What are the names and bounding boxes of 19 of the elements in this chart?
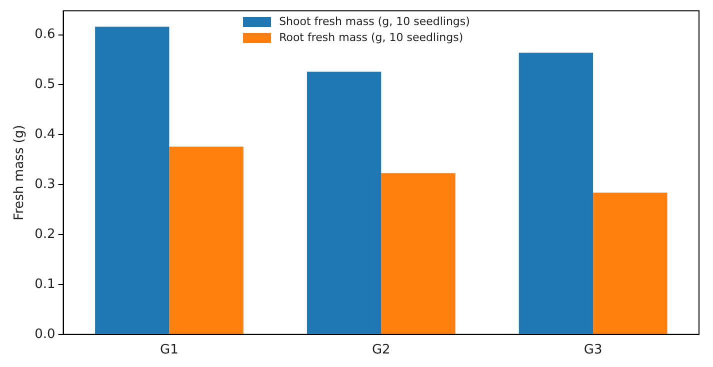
bar — [95, 26, 170, 334]
y-tick-label: 0.1 — [34, 276, 56, 292]
y-tick-label: 0.4 — [34, 127, 56, 142]
y-axis-title: Fresh mass (g) — [12, 124, 28, 220]
y-tick-label: 0.0 — [34, 326, 56, 342]
y-tick-label: 0.5 — [34, 77, 56, 92]
y-tick-label: 0.2 — [34, 226, 56, 242]
legend-label: Shoot fresh mass (g, 10 seedlings) — [279, 15, 470, 28]
bar — [306, 72, 382, 334]
x-tick-label: G2 — [372, 342, 390, 358]
bar — [169, 146, 244, 334]
legend-label: Root fresh mass (g, 10 seedlings) — [279, 31, 464, 44]
x-tick-label: G3 — [584, 342, 602, 358]
x-tick-label: G1 — [160, 342, 178, 358]
y-tick-label: 0.6 — [34, 27, 56, 42]
y-tick-label: 0.3 — [34, 176, 56, 192]
bar — [518, 52, 594, 334]
bar — [593, 192, 668, 334]
bar — [381, 173, 456, 334]
